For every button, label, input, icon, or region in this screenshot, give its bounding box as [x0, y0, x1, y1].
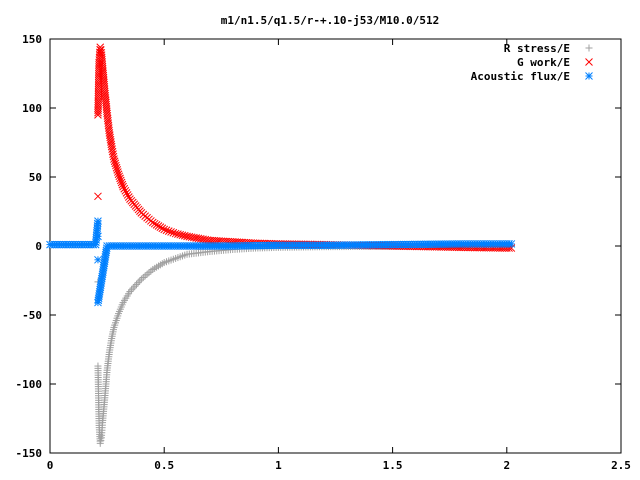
data-point [169, 228, 178, 237]
data-point [94, 192, 102, 201]
data-point [139, 274, 147, 282]
data-point [131, 282, 139, 290]
data-point [192, 234, 201, 242]
data-point [134, 279, 142, 287]
x-tick-label: 0.5 [154, 459, 174, 472]
data-point [143, 270, 151, 278]
data-point [115, 172, 124, 181]
data-point [160, 225, 169, 234]
data-point [199, 235, 207, 244]
x-tick-label: 1.5 [383, 459, 403, 472]
data-point [113, 166, 122, 174]
data-point [126, 288, 134, 296]
data-point [171, 229, 180, 238]
y-tick-label: 150 [22, 33, 42, 46]
data-point [109, 152, 118, 161]
y-tick-label: -50 [22, 309, 42, 322]
data-point [132, 280, 140, 288]
data-point [187, 233, 196, 242]
data-point [117, 178, 126, 187]
data-point [116, 174, 124, 183]
data-point [190, 233, 198, 242]
data-point [507, 240, 516, 248]
data-point [121, 186, 130, 195]
data-point [129, 284, 137, 292]
data-point [145, 269, 153, 277]
data-point [194, 234, 203, 243]
data-point [112, 161, 120, 170]
data-point [116, 176, 125, 185]
x-tick-label: 2.5 [611, 459, 631, 472]
data-point [123, 191, 132, 199]
x-tick-label: 2 [503, 459, 510, 472]
y-tick-label: -150 [16, 447, 43, 460]
data-point [120, 184, 129, 193]
data-point [119, 182, 127, 191]
data-point [124, 193, 133, 201]
data-point [178, 231, 187, 240]
data-point [137, 275, 145, 283]
data-point [110, 155, 118, 163]
data-point [196, 234, 205, 243]
data-point [174, 230, 182, 238]
series-1 [94, 43, 516, 252]
data-point [110, 157, 119, 166]
y-tick-label: 100 [22, 102, 42, 115]
data-point [141, 272, 149, 280]
y-tick-label: 0 [35, 240, 42, 253]
data-point [114, 168, 122, 176]
data-point [183, 232, 191, 241]
data-point [107, 140, 116, 149]
data-point [180, 231, 189, 240]
data-point [176, 230, 185, 239]
data-point [94, 217, 102, 226]
x-tick-label: 0 [47, 459, 54, 472]
data-point [112, 163, 121, 172]
legend-marker [585, 72, 593, 80]
data-point [118, 180, 127, 189]
legend-label: Acoustic flux/E [471, 70, 570, 83]
data-point [156, 223, 165, 231]
series-2 [46, 217, 516, 307]
y-tick-label: -100 [16, 378, 43, 391]
data-point [94, 232, 102, 241]
x-tick-label: 1 [275, 459, 282, 472]
data-point [167, 228, 175, 236]
data-point [201, 235, 210, 244]
data-point [148, 218, 157, 227]
data-point [164, 227, 173, 235]
legend-label: G work/E [517, 56, 570, 69]
data-point [162, 226, 171, 235]
data-point [114, 170, 123, 179]
data-point [185, 232, 194, 241]
data-point [158, 224, 167, 233]
chart-title: m1/n1.5/q1.5/r-+.10-j53/M10.0/512 [221, 14, 440, 27]
data-point [154, 222, 163, 230]
data-point [150, 219, 159, 228]
legend-marker [585, 44, 593, 52]
data-point [122, 189, 131, 197]
legend-marker [585, 58, 593, 66]
data-point [136, 277, 144, 285]
data-point [152, 220, 161, 229]
legend-label: R stress/E [504, 42, 570, 55]
data-point [128, 286, 136, 294]
series-0 [94, 242, 515, 447]
data-point [94, 255, 102, 264]
data-point [111, 159, 120, 168]
y-tick-label: 50 [29, 171, 42, 184]
